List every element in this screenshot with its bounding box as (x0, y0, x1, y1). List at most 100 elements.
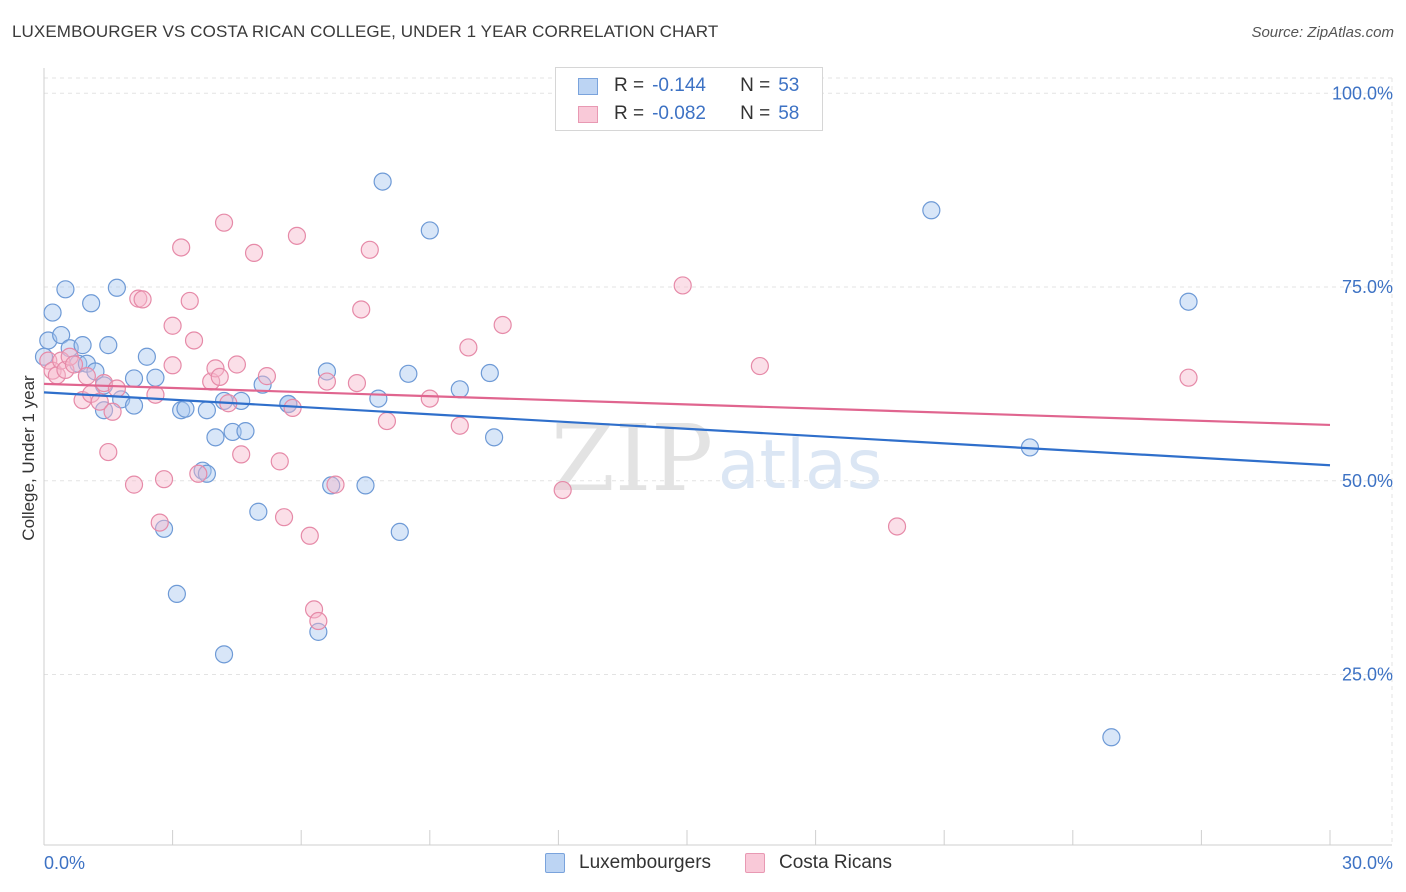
legend-label-costa-ricans: Costa Ricans (779, 852, 892, 873)
chart-title: LUXEMBOURGER VS COSTA RICAN COLLEGE, UND… (12, 22, 719, 41)
luxembourger-point (146, 368, 165, 387)
luxembourger-point (253, 375, 272, 394)
swatch-luxembourgers (578, 77, 598, 95)
r-label: R = (614, 75, 645, 96)
costa-rican-point (360, 240, 379, 259)
costa-rican-point (1179, 368, 1198, 387)
x-tick-label: 0.0% (44, 853, 85, 873)
r-value: -0.082 (652, 103, 706, 124)
luxembourger-point (52, 325, 71, 345)
costa-rican-point (64, 355, 84, 374)
n-value: 53 (778, 75, 800, 96)
luxembourger-point (1102, 728, 1121, 747)
costa-rican-point (304, 600, 324, 619)
series-costa-ricans (39, 213, 1198, 631)
costa-rican-point (99, 442, 118, 462)
luxembourger-point (206, 428, 225, 447)
luxembourger-point (390, 522, 409, 542)
trend-line-costa-ricans (43, 382, 1331, 427)
luxembourger-point (249, 502, 268, 521)
costa-rican-point (420, 389, 439, 408)
costa-rican-point (450, 416, 469, 435)
y-tick-label: 25.0% (1342, 665, 1393, 685)
costa-rican-point (124, 475, 144, 494)
luxembourger-point (73, 336, 92, 355)
costa-rican-point (257, 367, 277, 386)
costa-rican-point (317, 372, 337, 391)
swatch-costa-ricans (578, 105, 598, 123)
costa-rican-point (39, 351, 58, 370)
r-label: R = (614, 103, 645, 124)
luxembourger-point (1179, 292, 1198, 311)
costa-rican-point (750, 356, 769, 376)
costa-rican-point (180, 291, 199, 311)
luxembourger-point (236, 422, 255, 441)
costa-rican-point (172, 238, 191, 257)
legend-label-luxembourgers: Luxembourgers (579, 852, 712, 873)
trend-line-luxembourgers (43, 391, 1331, 467)
costa-rican-point (352, 300, 371, 319)
watermark: ZIP atlas (551, 405, 882, 512)
costa-rican-point (154, 470, 174, 489)
costa-rican-point (227, 355, 246, 374)
costa-rican-point (309, 611, 328, 631)
costa-rican-point (133, 290, 152, 309)
luxembourger-point (167, 584, 186, 604)
costa-rican-point (189, 464, 208, 483)
costa-rican-point (163, 316, 182, 335)
costa-rican-point (150, 513, 169, 532)
luxembourger-point (480, 363, 499, 383)
stats-row-luxembourgers: R = -0.144 N = 53 (578, 73, 799, 99)
costa-rican-point (103, 402, 122, 421)
luxembourger-point (137, 347, 156, 366)
luxembourger-point (214, 645, 234, 664)
costa-rican-point (244, 243, 264, 262)
costa-rican-point (300, 526, 319, 545)
luxembourger-point (176, 399, 195, 418)
costa-rican-point (77, 367, 96, 386)
costa-rican-point (107, 379, 126, 398)
stats-legend: R = -0.144 N = 53 R = -0.082 N = 58 (555, 67, 823, 131)
luxembourger-point (317, 362, 337, 381)
legend-item-costa-ricans[interactable]: Costa Ricans (745, 852, 892, 874)
costa-rican-point (90, 392, 109, 411)
y-tick-label: 75.0% (1342, 277, 1393, 297)
legend-swatch-costa-ricans (745, 853, 765, 873)
costa-rican-point (214, 213, 234, 232)
costa-rican-point (493, 315, 512, 335)
costa-rican-point (887, 517, 907, 536)
costa-rican-point (270, 452, 289, 471)
series-luxembourgers (34, 172, 1198, 747)
costa-rican-point (553, 480, 572, 500)
luxembourger-point (450, 380, 469, 399)
luxembourger-point (356, 476, 375, 495)
costa-rican-point (146, 385, 165, 404)
n-label: N = (740, 103, 771, 124)
legend-item-luxembourgers[interactable]: Luxembourgers (545, 852, 711, 874)
watermark-zip: ZIP (551, 405, 713, 512)
stats-row-costa-ricans: R = -0.082 N = 58 (578, 101, 799, 127)
costa-rican-point (184, 331, 204, 350)
luxembourger-point (82, 294, 101, 313)
luxembourger-point (922, 201, 941, 220)
luxembourger-point (124, 369, 144, 388)
luxembourger-point (197, 401, 216, 420)
luxembourger-point (56, 280, 75, 299)
n-value: 58 (778, 103, 800, 124)
luxembourger-point (485, 428, 504, 447)
luxembourger-point (124, 396, 144, 415)
luxembourger-point (223, 422, 242, 442)
y-tick-label: 50.0% (1342, 471, 1393, 491)
costa-rican-point (459, 338, 478, 357)
source-credit: Source: ZipAtlas.com (1251, 24, 1394, 41)
luxembourger-point (309, 622, 328, 641)
r-value: -0.144 (652, 75, 706, 96)
series-legend: Luxembourgers Costa Ricans (0, 852, 1406, 878)
luxembourger-point (399, 364, 418, 383)
costa-rican-point (377, 411, 397, 431)
costa-rican-point (210, 367, 229, 386)
luxembourger-point (373, 172, 392, 191)
luxembourger-point (107, 278, 126, 297)
y-axis-label: College, Under 1 year (19, 375, 38, 541)
